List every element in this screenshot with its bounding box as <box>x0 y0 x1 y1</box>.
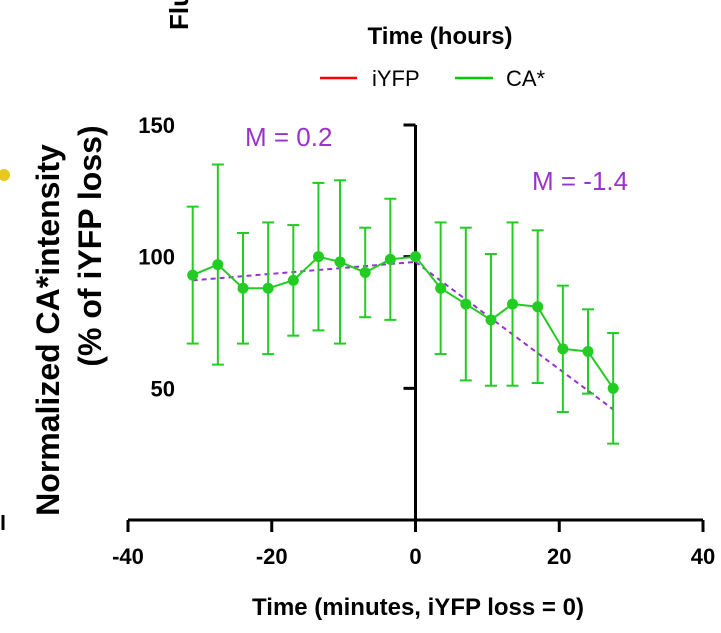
legend: iYFP CA* <box>320 66 546 91</box>
legend-label-ca: CA* <box>506 66 546 91</box>
data-point <box>532 301 544 313</box>
data-point <box>435 282 447 294</box>
fit-label-right: M = -1.4 <box>532 166 628 196</box>
plot-area: -40 -20 0 20 40 50 100 150 M = 0.2 M = -1.4 <box>112 113 715 569</box>
fit-label-left: M = 0.2 <box>245 122 332 152</box>
data-point <box>312 251 324 263</box>
data-point <box>359 266 371 278</box>
data-point <box>212 259 224 271</box>
data-point <box>262 282 274 294</box>
y-axis-title-line2: (% of iYFP loss) <box>72 125 108 366</box>
data-point <box>410 251 421 263</box>
data-point <box>237 282 249 294</box>
data-point <box>582 345 594 357</box>
data-point <box>384 253 396 265</box>
y-tick-label: 50 <box>151 376 175 401</box>
x-tick-label: -40 <box>112 544 144 569</box>
x-axis-title: Time (minutes, iYFP loss = 0) <box>252 594 584 621</box>
x-tick-label: 0 <box>409 544 421 569</box>
y-axis-title: Normalized CA*intensity (% of iYFP loss) <box>30 125 108 515</box>
y-tick-label: 150 <box>138 113 175 138</box>
top-axis-label: Time (hours) <box>368 23 513 50</box>
x-tick-label: 40 <box>691 544 715 569</box>
data-point <box>460 298 472 310</box>
fit-line <box>414 261 614 411</box>
data-point <box>557 343 569 355</box>
series-line-ca <box>192 255 614 389</box>
data-point <box>507 298 519 310</box>
y-tick-label: 100 <box>138 245 175 270</box>
y-axis-title-line1: Normalized CA*intensity <box>30 144 66 516</box>
top-left-fragment: Flu <box>164 0 194 30</box>
data-point <box>485 314 497 326</box>
data-point <box>607 382 619 394</box>
data-point <box>334 256 346 268</box>
data-point <box>287 274 299 286</box>
x-tick-label: 20 <box>547 544 571 569</box>
edge-marker <box>0 169 10 181</box>
data-point <box>187 269 199 281</box>
x-tick-label: -20 <box>256 544 288 569</box>
legend-label-iyfp: iYFP <box>372 66 420 91</box>
